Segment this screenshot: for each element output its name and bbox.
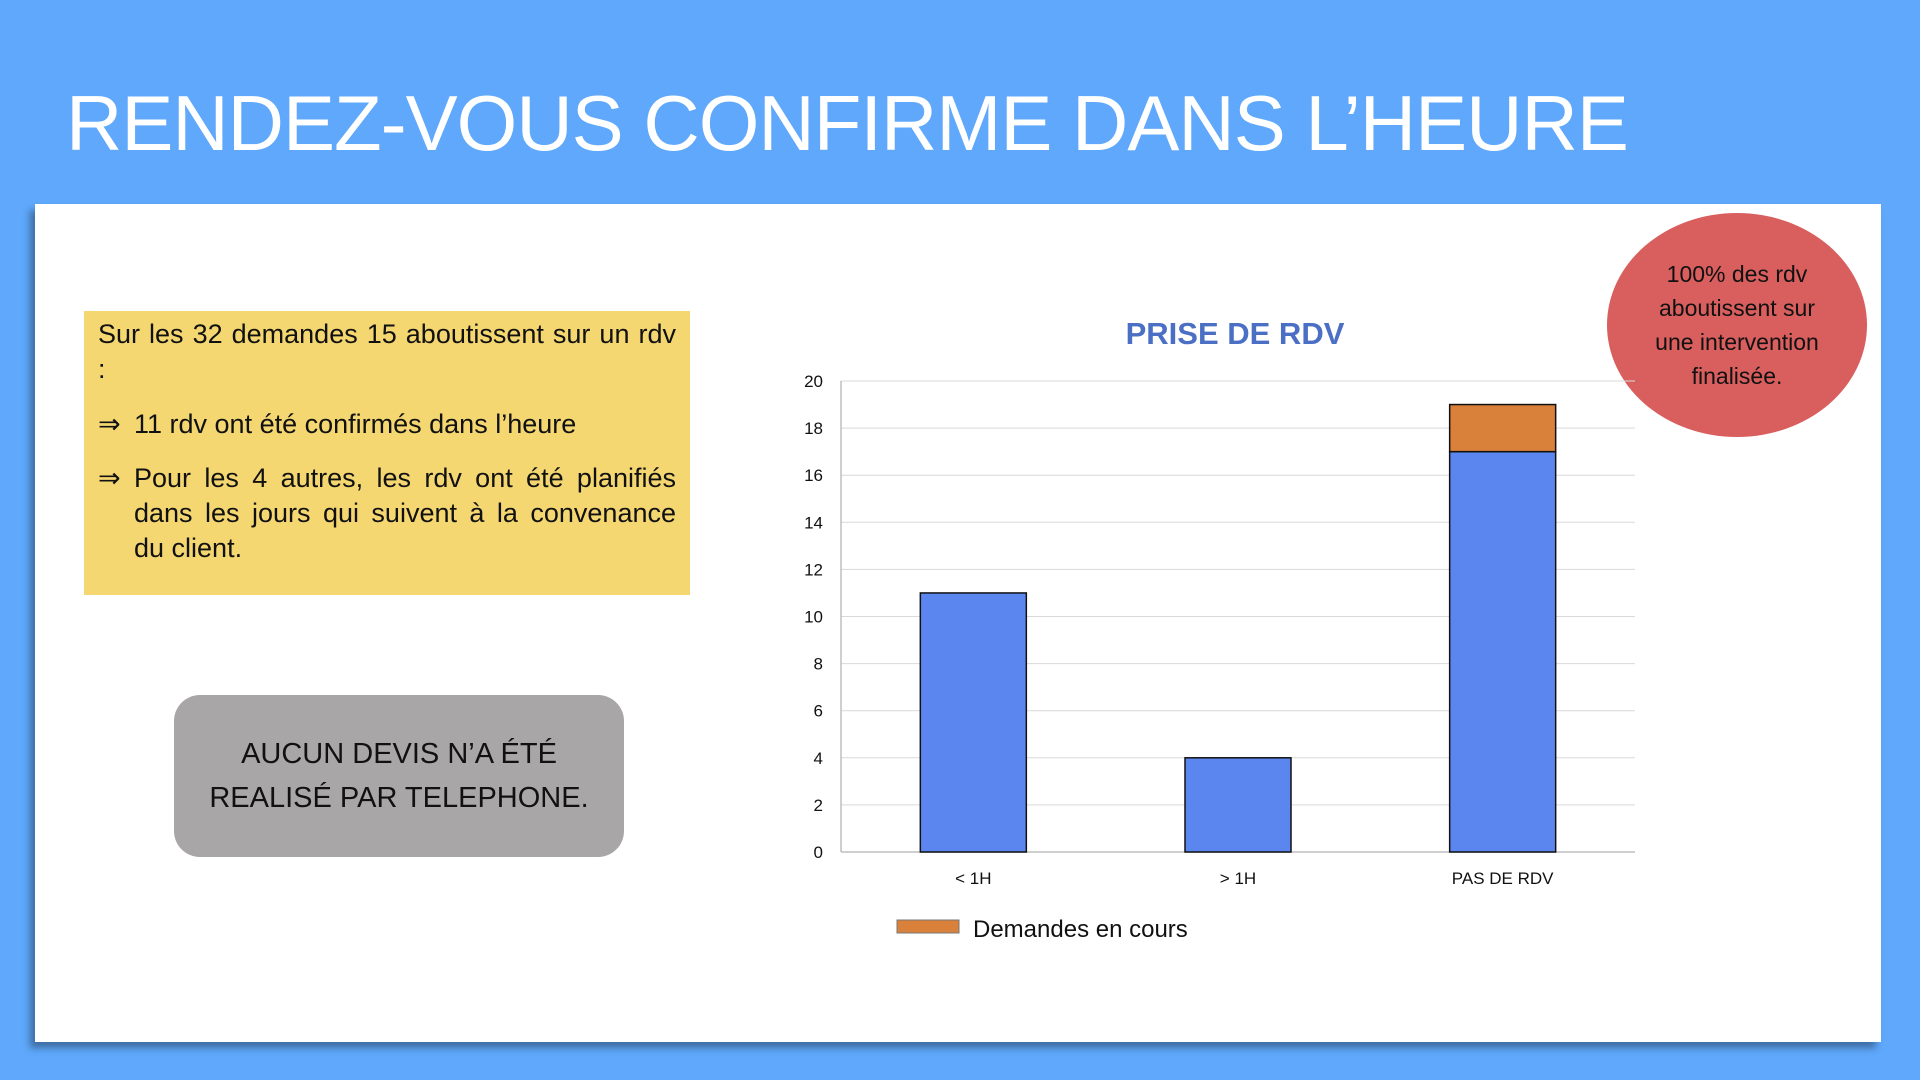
- y-tick-label: 14: [804, 513, 823, 532]
- content-panel: Sur les 32 demandes 15 aboutissent sur u…: [35, 204, 1881, 1042]
- slide-title: RENDEZ-VOUS CONFIRME DANS L’HEURE: [66, 79, 1629, 167]
- legend-label: Demandes en cours: [973, 916, 1188, 943]
- y-tick-label: 12: [804, 560, 823, 579]
- y-tick-label: 16: [804, 466, 823, 485]
- y-tick-label: 18: [804, 419, 823, 438]
- chart-title: PRISE DE RDV: [1125, 316, 1345, 351]
- y-tick-label: 6: [814, 702, 823, 721]
- bar-segment-0-0: [919, 592, 1028, 853]
- summary-intro: Sur les 32 demandes 15 aboutissent sur u…: [98, 319, 676, 384]
- summary-box: Sur les 32 demandes 15 aboutissent sur u…: [84, 311, 690, 595]
- summary-point-2: ⇒ Pour les 4 autres, les rdv ont été pla…: [98, 461, 676, 566]
- y-tick-label: 20: [804, 372, 823, 391]
- arrow-right-icon: ⇒: [98, 463, 121, 493]
- summary-point-2-text: Pour les 4 autres, les rdv ont été plani…: [134, 463, 676, 563]
- bar-segment-0-1: [1184, 757, 1292, 853]
- note-line-1: AUCUN DEVIS N’A ÉTÉ: [241, 738, 557, 770]
- y-tick-label: 2: [814, 796, 823, 815]
- legend-swatch: [896, 919, 960, 934]
- summary-point-1-text: 11 rdv ont été confirmés dans l’heure: [134, 409, 577, 439]
- result-bubble: 100% des rdv aboutissent sur une interve…: [1607, 213, 1867, 437]
- y-tick-label: 8: [814, 655, 823, 674]
- y-tick-label: 10: [804, 608, 823, 627]
- x-tick-label: PAS DE RDV: [1452, 869, 1554, 888]
- arrow-right-icon: ⇒: [98, 409, 121, 439]
- result-bubble-text: 100% des rdv aboutissent sur une interve…: [1655, 261, 1819, 389]
- y-tick-label: 0: [814, 843, 823, 862]
- x-tick-label: < 1H: [955, 869, 991, 888]
- bar-segment-0-2: [1448, 450, 1557, 853]
- stacked-bar-chart: 0 2 4 6 8 10 12 14 16 18 20 < 1H > 1H PAS DE RDV Deman…: [804, 372, 1635, 943]
- phone-quote-note: AUCUN DEVIS N’A ÉTÉ REALISÉ PAR TELEPHON…: [174, 695, 624, 857]
- note-line-2: REALISÉ PAR TELEPHONE.: [209, 782, 589, 814]
- x-tick-label: > 1H: [1220, 869, 1256, 888]
- y-tick-label: 4: [814, 749, 823, 768]
- summary-point-1: ⇒ 11 rdv ont été confirmés dans l’heure: [98, 407, 676, 442]
- bar-segment-1-2: [1448, 403, 1557, 453]
